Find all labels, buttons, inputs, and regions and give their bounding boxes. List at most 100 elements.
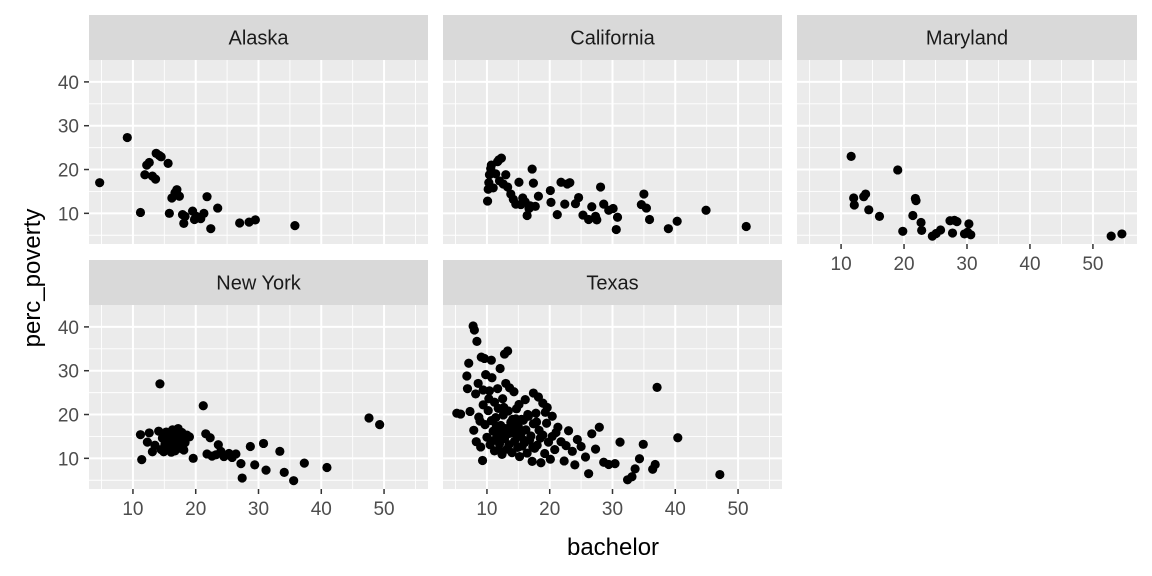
data-point — [150, 174, 161, 184]
data-point — [947, 228, 958, 238]
data-point — [142, 437, 152, 447]
data-point — [641, 203, 652, 213]
data-point — [701, 205, 711, 215]
data-point — [465, 406, 475, 417]
data-point — [135, 207, 146, 218]
data-point — [471, 389, 481, 399]
data-point — [545, 185, 555, 196]
data-point — [261, 465, 271, 475]
data-point — [499, 402, 509, 413]
x-tick-label: 20 — [893, 254, 914, 275]
data-point — [528, 442, 538, 452]
data-point — [179, 218, 189, 229]
data-point — [638, 439, 648, 449]
data-point — [469, 425, 479, 435]
data-point — [592, 215, 602, 225]
data-point — [551, 427, 561, 438]
data-point — [584, 469, 594, 479]
data-point — [184, 432, 195, 442]
facet-strip-label: Texas — [586, 273, 638, 295]
data-point — [741, 221, 751, 232]
data-point — [513, 442, 523, 452]
data-point — [509, 387, 519, 397]
data-point — [874, 211, 885, 221]
data-point — [508, 414, 518, 424]
y-tick-label: 40 — [58, 73, 79, 94]
data-point — [533, 191, 544, 201]
data-point — [563, 426, 574, 436]
data-point — [511, 404, 522, 414]
data-point — [487, 436, 498, 446]
data-point — [154, 426, 164, 436]
data-point — [140, 170, 150, 180]
data-point — [561, 441, 571, 451]
data-point — [849, 193, 859, 203]
data-point — [917, 225, 927, 236]
data-point — [487, 373, 497, 383]
facet-strip — [797, 15, 1137, 60]
data-point — [179, 445, 189, 455]
data-point — [488, 183, 498, 193]
data-point — [580, 452, 591, 462]
data-point — [560, 199, 570, 209]
data-point — [484, 386, 495, 396]
data-point — [476, 442, 486, 452]
y-tick-label: 20 — [58, 406, 79, 427]
data-point — [514, 451, 525, 462]
data-point — [188, 453, 198, 463]
data-point — [237, 473, 247, 483]
data-point — [498, 394, 508, 404]
data-point — [612, 212, 623, 222]
data-point — [523, 409, 533, 420]
data-point — [163, 158, 173, 168]
data-point — [258, 438, 269, 449]
data-point — [496, 153, 506, 163]
data-point — [639, 189, 649, 199]
data-point — [1106, 231, 1116, 241]
data-point — [587, 429, 597, 439]
data-point — [289, 476, 299, 486]
data-point — [630, 464, 640, 474]
data-point — [966, 230, 976, 240]
data-point — [462, 371, 472, 381]
data-point — [527, 456, 537, 466]
x-tick-label: 40 — [311, 499, 332, 520]
data-point — [250, 460, 260, 470]
data-point — [198, 401, 208, 411]
data-point — [156, 152, 166, 162]
x-tick-label: 30 — [602, 499, 623, 520]
data-point — [495, 363, 505, 374]
data-point — [496, 427, 506, 437]
data-point — [213, 203, 223, 213]
facet-panel-california: California — [443, 15, 782, 244]
x-axis-title: bachelor — [567, 534, 659, 561]
data-point — [206, 224, 216, 234]
x-tick-label: 40 — [1019, 254, 1040, 275]
data-point — [541, 418, 552, 428]
facet-strip — [443, 15, 782, 60]
facet-panels: Alaska 10 20 30 40 California Maryland 10 20 30 40… — [58, 15, 1137, 520]
data-point — [526, 431, 536, 441]
y-tick-label: 40 — [58, 318, 79, 339]
data-point — [462, 384, 473, 394]
x-tick-label: 50 — [1082, 254, 1103, 275]
data-point — [475, 416, 485, 426]
x-tick-label: 30 — [248, 499, 269, 520]
data-point — [590, 444, 601, 454]
data-point — [491, 412, 501, 423]
y-tick-label: 10 — [58, 449, 79, 470]
data-point — [245, 441, 255, 452]
data-point — [547, 411, 557, 421]
data-point — [503, 182, 513, 192]
data-point — [155, 379, 165, 389]
data-point — [519, 435, 529, 445]
data-point — [279, 467, 289, 477]
facet-panel-new-york: New York 10 20 30 40 10 20 30 40 50 — [58, 260, 428, 520]
data-point — [535, 433, 545, 443]
data-point — [464, 358, 474, 368]
facet-strip-label: New York — [216, 273, 301, 295]
data-point — [531, 417, 542, 427]
x-tick-label: 40 — [665, 499, 686, 520]
data-point — [608, 203, 618, 214]
